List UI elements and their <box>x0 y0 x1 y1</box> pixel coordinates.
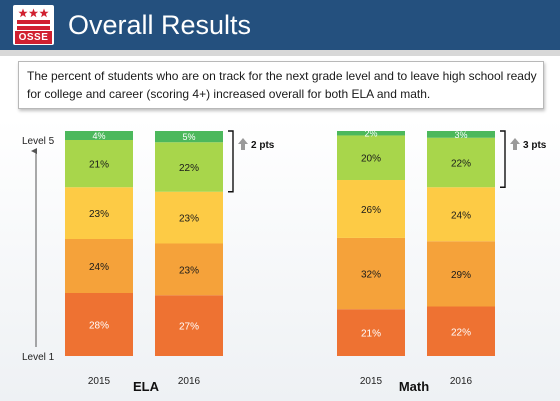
x-tick-label: 2015 <box>360 376 383 387</box>
bar-segment-level-1 <box>337 309 405 356</box>
star-icon <box>39 8 49 18</box>
y-axis-bottom-label: Level 1 <box>22 352 55 363</box>
bar-segment-level-3 <box>155 191 223 244</box>
data-label: 5% <box>182 132 195 142</box>
data-label: 4% <box>92 131 105 141</box>
data-label: 21% <box>89 160 109 171</box>
data-label: 23% <box>179 265 199 276</box>
x-tick-label: 2015 <box>88 376 111 387</box>
bar-segment-level-4 <box>65 140 133 188</box>
bar-segment-level-4 <box>337 135 405 181</box>
bracket <box>500 130 506 188</box>
data-label: 23% <box>89 209 109 220</box>
group-label: Math <box>399 379 429 394</box>
bar-segment-level-3 <box>65 187 133 239</box>
flag-bar <box>17 20 50 24</box>
up-arrow-icon <box>238 138 248 150</box>
data-label: 27% <box>179 322 199 333</box>
group-label: ELA <box>133 379 160 394</box>
bar-segment-level-1 <box>427 306 495 356</box>
up-arrow-icon <box>510 138 520 150</box>
description-box: The percent of students who are on track… <box>18 61 544 109</box>
bracket <box>228 130 234 193</box>
bar-segment-level-3 <box>427 187 495 242</box>
bar-segment-level-2 <box>65 239 133 293</box>
description-text: The percent of students who are on track… <box>27 69 537 101</box>
star-icon <box>28 8 39 18</box>
header-divider <box>0 50 560 56</box>
bar-segment-level-5 <box>65 131 133 140</box>
bars-layer: 28% 24% 23% 21% 4% 2015 27% 23% 23% 22% 5% 2016 ELA 2… <box>65 129 547 394</box>
bar-segment-level-2 <box>337 237 405 310</box>
osse-logo: OSSE <box>13 5 54 45</box>
data-label: 22% <box>451 327 471 338</box>
dc-flag-stars-and-bars-icon <box>18 8 49 18</box>
data-label: 24% <box>89 262 109 273</box>
bar-segment-level-5 <box>337 131 405 136</box>
data-label: 21% <box>361 329 381 340</box>
bar-segment-level-2 <box>155 243 223 296</box>
data-label: 32% <box>361 270 381 281</box>
data-label: 29% <box>451 270 471 281</box>
page-title: Overall Results <box>68 10 252 40</box>
data-label: 23% <box>179 214 199 225</box>
data-label: 3% <box>454 130 467 140</box>
star-icon <box>18 8 28 18</box>
data-label: 22% <box>451 159 471 170</box>
x-tick-label: 2016 <box>450 376 473 387</box>
data-label: 28% <box>89 321 109 332</box>
logo-text: OSSE <box>15 31 52 44</box>
bar-segment-level-5 <box>155 131 223 143</box>
bar-segment-level-4 <box>427 137 495 188</box>
header-bar: OSSE Overall Results <box>0 0 560 50</box>
bar-segment-level-1 <box>65 293 133 356</box>
bar-segment-level-4 <box>155 142 223 192</box>
bar-segment-level-5 <box>427 131 495 138</box>
data-label: 2% <box>364 129 377 139</box>
y-axis-top-label: Level 5 <box>22 136 55 147</box>
bar-segment-level-2 <box>427 241 495 307</box>
data-label: 20% <box>361 154 381 165</box>
bar-segment-level-1 <box>155 295 223 356</box>
annotation-label: 3 pts <box>523 140 547 151</box>
data-label: 22% <box>179 163 199 174</box>
x-tick-label: 2016 <box>178 376 201 387</box>
data-label: 24% <box>451 210 471 221</box>
annotation-label: 2 pts <box>251 140 275 151</box>
data-label: 26% <box>361 205 381 216</box>
bar-segment-level-3 <box>337 180 405 238</box>
flag-bar <box>17 26 50 30</box>
